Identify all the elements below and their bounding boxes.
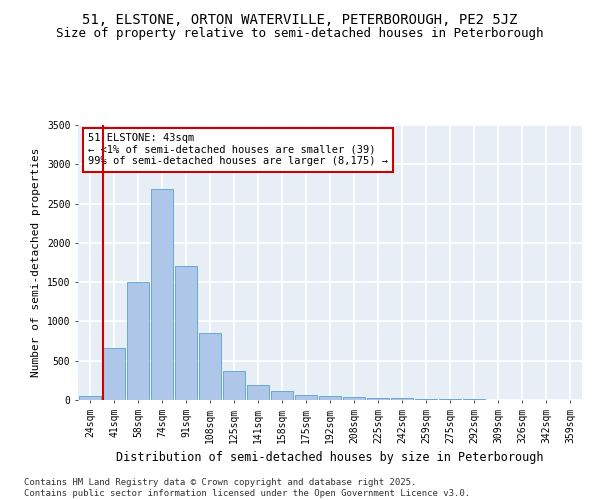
Bar: [295, 395, 317, 400]
Text: Contains HM Land Registry data © Crown copyright and database right 2025.
Contai: Contains HM Land Registry data © Crown c…: [24, 478, 470, 498]
Bar: [127, 282, 149, 400]
Text: Size of property relative to semi-detached houses in Peterborough: Size of property relative to semi-detach…: [56, 28, 544, 40]
Text: 51 ELSTONE: 43sqm
← <1% of semi-detached houses are smaller (39)
99% of semi-det: 51 ELSTONE: 43sqm ← <1% of semi-detached…: [88, 133, 388, 166]
Bar: [343, 397, 365, 400]
Y-axis label: Number of semi-detached properties: Number of semi-detached properties: [31, 148, 41, 377]
Bar: [151, 190, 173, 400]
Bar: [415, 399, 437, 400]
Bar: [319, 396, 341, 400]
Bar: [247, 385, 269, 400]
Bar: [103, 348, 125, 400]
Text: 51, ELSTONE, ORTON WATERVILLE, PETERBOROUGH, PE2 5JZ: 51, ELSTONE, ORTON WATERVILLE, PETERBORO…: [82, 12, 518, 26]
Bar: [79, 396, 101, 400]
Bar: [271, 390, 293, 400]
Bar: [223, 371, 245, 400]
Bar: [199, 333, 221, 400]
Bar: [367, 398, 389, 400]
Bar: [391, 398, 413, 400]
X-axis label: Distribution of semi-detached houses by size in Peterborough: Distribution of semi-detached houses by …: [116, 451, 544, 464]
Bar: [439, 399, 461, 400]
Bar: [175, 266, 197, 400]
